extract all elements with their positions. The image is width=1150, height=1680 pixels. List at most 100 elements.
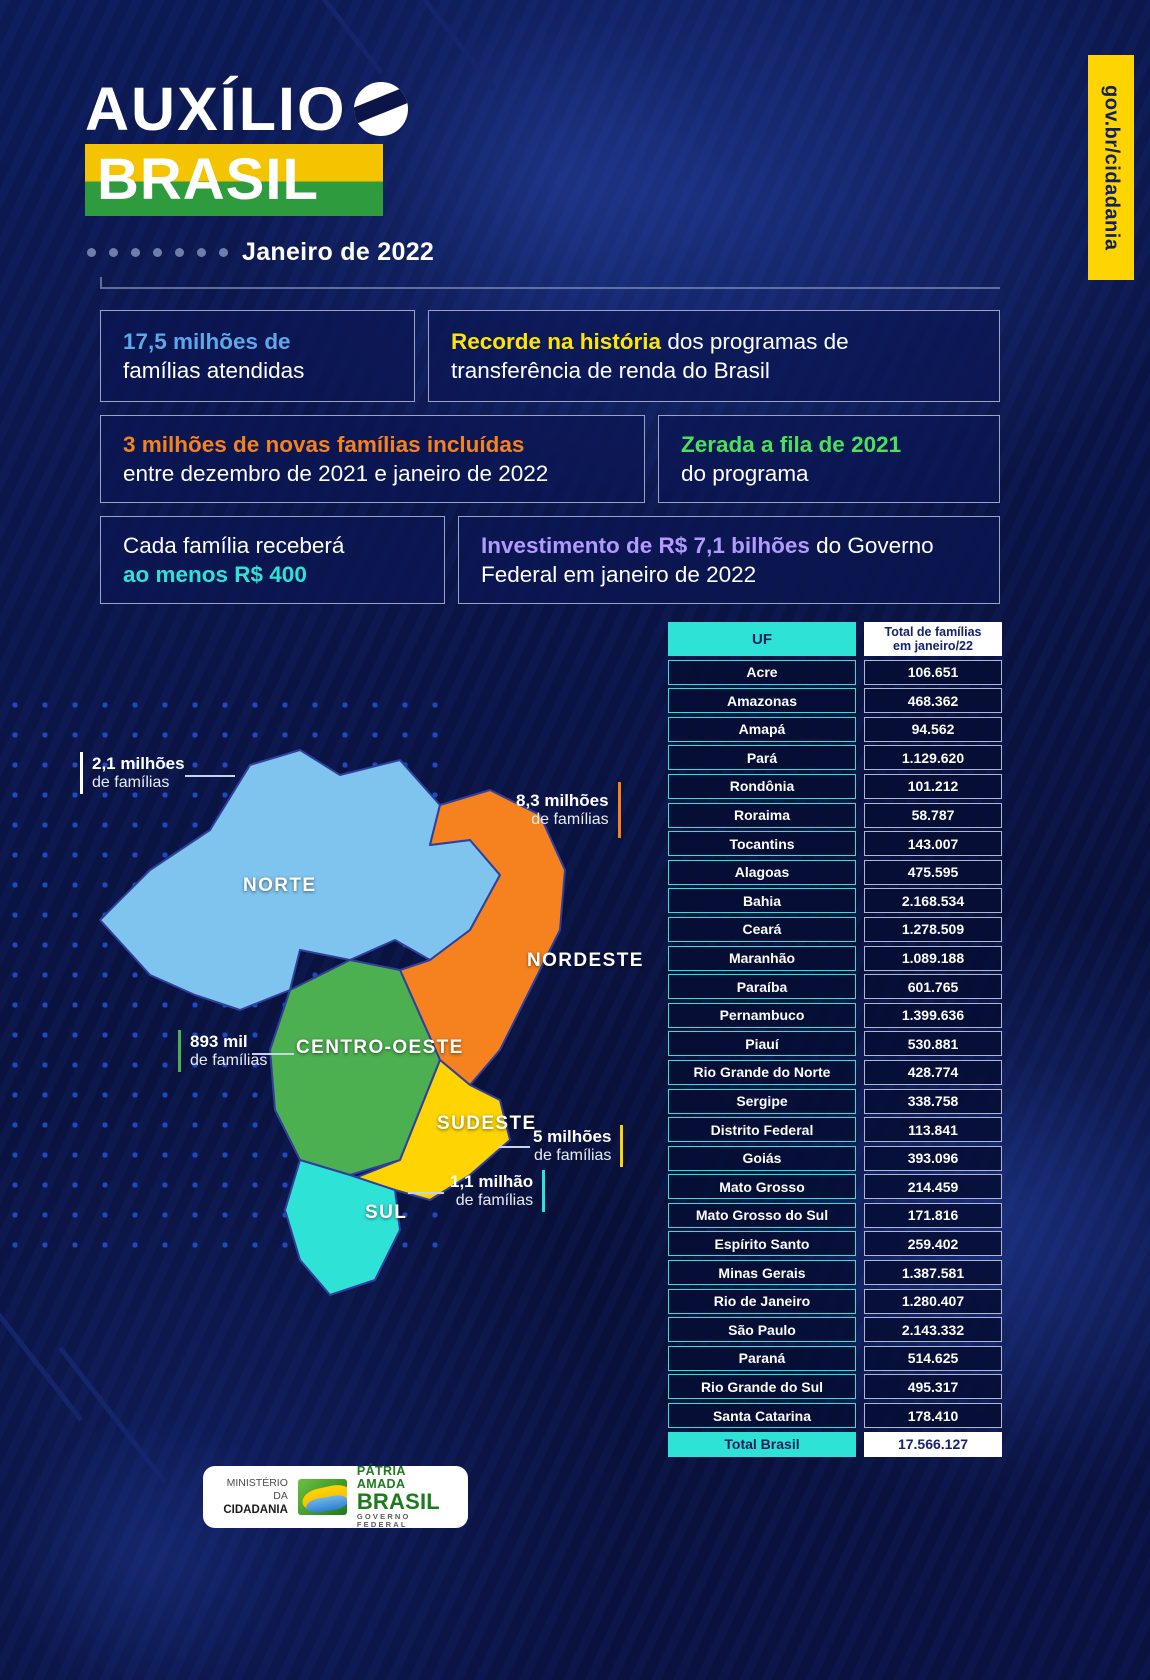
highlight-box-record: Recorde na história dos programas de tra… (428, 310, 1000, 402)
table-cell-uf: Espírito Santo (668, 1231, 856, 1257)
table-row: Amapá 94.562 (668, 716, 1006, 742)
box6-strong: Investimento de R$ 7,1 bilhões (481, 532, 810, 558)
table-row: Mato Grosso do Sul 171.816 (668, 1202, 1006, 1228)
ministry-line1: MINISTÉRIO DA (226, 1476, 288, 1502)
table-cell-total: 1.387.581 (864, 1260, 1002, 1286)
table-cell-uf: Pernambuco (668, 1002, 856, 1028)
brazil-region-map: NORTE NORDESTE CENTRO-OESTE SUDESTE SUL … (0, 630, 660, 1350)
table-cell-total: 171.816 (864, 1202, 1002, 1228)
table-row: Distrito Federal 113.841 (668, 1117, 1006, 1143)
brand-line3: GOVERNO FEDERAL (356, 1512, 411, 1529)
decorative-slash-top-2 (368, 0, 497, 91)
map-callout-nordeste: 8,3 milhões de famílias (516, 782, 621, 838)
box4-strong: Zerada a fila de 2021 (681, 431, 902, 457)
ministry-line2: CIDADANIA (223, 1503, 288, 1516)
table-row: Mato Grosso 214.459 (668, 1174, 1006, 1200)
table-cell-uf: Sergipe (668, 1088, 856, 1114)
box6-rest: do Governo Federal em janeiro de 2022 (481, 532, 934, 587)
table-row: Rondônia 101.212 (668, 773, 1006, 799)
map-callout-norte: 2,1 milhões de famílias (80, 752, 185, 794)
table-cell-total: 1.278.509 (864, 916, 1002, 942)
table-row: Rio Grande do Sul 495.317 (668, 1374, 1006, 1400)
table-row: Santa Catarina 178.410 (668, 1403, 1006, 1429)
table-cell-total: 1.399.636 (864, 1002, 1002, 1028)
table-cell-total: 178.410 (864, 1403, 1002, 1429)
table-header-uf: UF (668, 622, 856, 656)
table-cell-total: 106.651 (864, 659, 1002, 685)
callout-sub-sul: de famílias (455, 1191, 534, 1209)
table-row: São Paulo 2.143.332 (668, 1317, 1006, 1343)
highlight-row-3: Cada família receberá ao menos R$ 400 In… (100, 516, 1000, 604)
table-cell-total: 475.595 (864, 859, 1002, 885)
table-cell-uf: São Paulo (668, 1317, 856, 1343)
table-row: Minas Gerais 1.387.581 (668, 1260, 1006, 1286)
table-cell-uf: Maranhão (668, 945, 856, 971)
table-row: Ceará 1.278.509 (668, 916, 1006, 942)
table-cell-total: 259.402 (864, 1231, 1002, 1257)
table-total-label: Total Brasil (668, 1431, 856, 1457)
region-name-sudeste: SUDESTE (437, 1113, 537, 1134)
table-cell-total: 2.143.332 (864, 1317, 1002, 1343)
callout-bar-nordeste (617, 782, 621, 838)
table-header-total-line2: em janeiro/22 (893, 639, 973, 653)
box1-strong: 17,5 milhões de (123, 328, 291, 354)
table-cell-total: 338.758 (864, 1088, 1002, 1114)
table-cell-uf: Amazonas (668, 688, 856, 714)
table-cell-uf: Paraíba (668, 974, 856, 1000)
callout-sub-nordeste: de famílias (531, 810, 609, 828)
date-label: Janeiro de 2022 (242, 237, 435, 266)
families-by-state-table: UF Total de famílias em janeiro/22 Acre 1… (668, 622, 1006, 1460)
table-cell-total: 143.007 (864, 831, 1002, 857)
logo-auxilio-row: AUXÍLIO (85, 75, 434, 143)
leader-line-sudeste (498, 1146, 530, 1148)
region-name-nordeste: NORDESTE (527, 950, 644, 971)
highlight-boxes: 17,5 milhões de famílias atendidas Recor… (100, 310, 1000, 617)
table-cell-uf: Goiás (668, 1145, 856, 1171)
table-cell-uf: Tocantins (668, 831, 856, 857)
table-cell-total: 1.129.620 (864, 745, 1002, 771)
table-cell-uf: Pará (668, 745, 856, 771)
table-cell-uf: Bahia (668, 888, 856, 914)
table-cell-uf: Amapá (668, 716, 856, 742)
table-cell-uf: Mato Grosso do Sul (668, 1202, 856, 1228)
table-cell-total: 530.881 (864, 1031, 1002, 1057)
table-cell-total: 428.774 (864, 1059, 1002, 1085)
map-callout-centro-oeste: 893 mil de famílias (178, 1030, 267, 1072)
program-logo: AUXÍLIO BRASIL Janeiro de 2022 (85, 75, 434, 267)
box3-strong: 3 milhões de novas famílias incluídas (123, 431, 525, 457)
govbr-tab[interactable]: gov.br/cidadania (1088, 55, 1134, 280)
table-row: Rio de Janeiro 1.280.407 (668, 1288, 1006, 1314)
logo-brasil-text: BRASIL (97, 146, 319, 212)
box5-strong: ao menos R$ 400 (123, 562, 307, 587)
highlight-row-1: 17,5 milhões de famílias atendidas Recor… (100, 310, 1000, 402)
highlight-box-new-families: 3 milhões de novas famílias incluídas en… (100, 415, 645, 503)
map-region-sudeste (354, 1059, 511, 1201)
globe-icon (354, 82, 409, 137)
callout-bar-sul (542, 1170, 546, 1212)
highlight-row-2: 3 milhões de novas famílias incluídas en… (100, 415, 1000, 503)
highlight-box-minimum-benefit: Cada família receberá ao menos R$ 400 (100, 516, 445, 604)
table-cell-uf: Ceará (668, 916, 856, 942)
dots-decoration (87, 247, 228, 257)
patria-amada-brasil-logo: PÁTRIA AMADA BRASIL GOVERNO FEDERAL (357, 1465, 452, 1528)
table-cell-uf: Rio de Janeiro (668, 1288, 856, 1314)
box2-strong: Recorde na história (451, 328, 662, 354)
logo-auxilio-text: AUXÍLIO (85, 75, 347, 143)
callout-value-centro-oeste: 893 mil (190, 1032, 248, 1052)
table-row: Paraná 514.625 (668, 1345, 1006, 1371)
table-cell-total: 393.096 (864, 1145, 1002, 1171)
table-cell-total: 1.280.407 (864, 1288, 1002, 1314)
box1-rest: famílias atendidas (123, 358, 305, 383)
callout-sub-centro-oeste: de famílias (190, 1051, 268, 1069)
table-cell-uf: Paraná (668, 1345, 856, 1371)
brand-line1: PÁTRIA AMADA (356, 1464, 406, 1492)
logo-brasil-band: BRASIL (85, 143, 383, 216)
table-row: Alagoas 475.595 (668, 859, 1006, 885)
table-row: Piauí 530.881 (668, 1031, 1006, 1057)
table-cell-uf: Rio Grande do Sul (668, 1374, 856, 1400)
table-header-row: UF Total de famílias em janeiro/22 (668, 622, 1006, 656)
region-name-centro-oeste: CENTRO-OESTE (296, 1037, 464, 1058)
brazil-flag-icon (297, 1479, 347, 1515)
date-row: Janeiro de 2022 (87, 238, 434, 267)
govbr-label: gov.br/cidadania (1100, 84, 1123, 251)
